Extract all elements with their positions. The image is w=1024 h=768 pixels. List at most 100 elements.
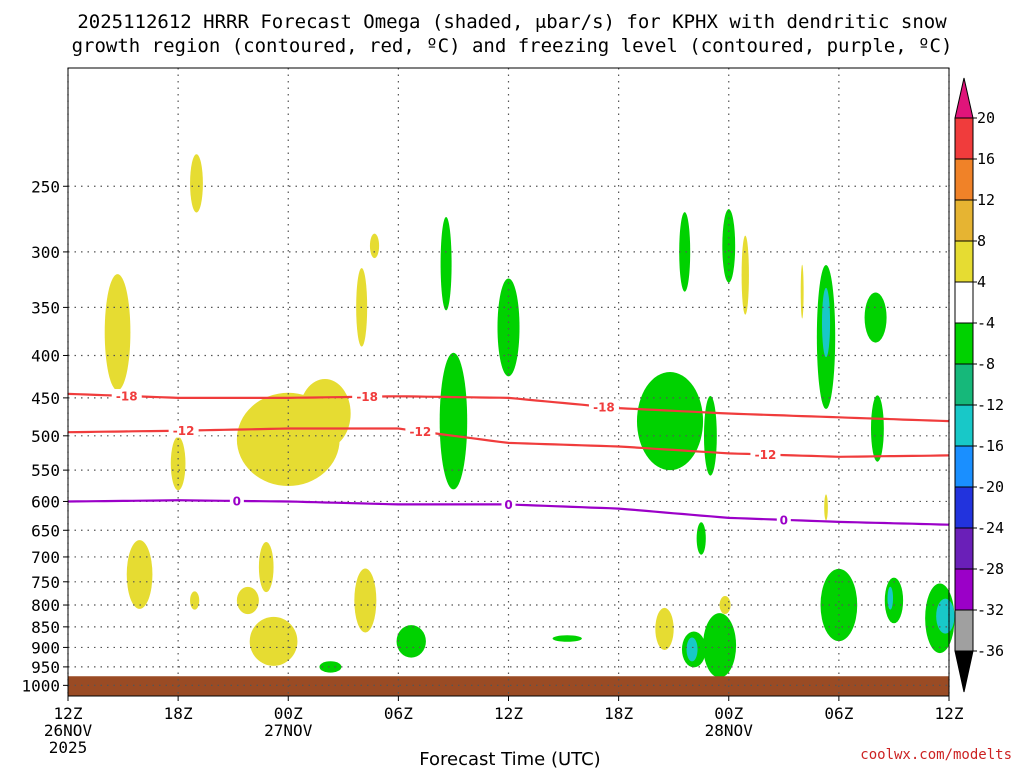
omega-region-10 (249, 616, 298, 666)
colorbar-bin-5 (954, 404, 974, 447)
x-tick-label-6: 18Z (164, 704, 193, 723)
contour-label-0-2: -18 (593, 400, 615, 414)
y-tick-label-400: 400 (31, 346, 60, 365)
y-tick-label-500: 500 (31, 427, 60, 446)
chart-title-line-2: growth region (contoured, red, ºC) and f… (72, 35, 953, 57)
contour-label-bg-0-0 (111, 389, 142, 404)
contour-label-2-2: 0 (780, 513, 788, 527)
x-tick-label-12: 00Z (274, 704, 303, 723)
colorbar-bin-3 (954, 486, 974, 529)
x-tick-sublabel-36-0: 28NOV (705, 721, 754, 740)
colorbar-label-7: -8 (977, 355, 995, 373)
omega-region-13 (655, 607, 674, 651)
omega-region-6 (369, 233, 380, 259)
omega-region-30 (396, 625, 426, 658)
omega-region-27 (864, 292, 887, 343)
x-tick-label-0: 12Z (54, 704, 83, 723)
omega-region-28 (870, 395, 884, 462)
chart-title-line-1: 2025112612 HRRR Forecast Omega (shaded, … (77, 11, 947, 33)
contour-label-bg-1-2 (750, 447, 781, 462)
contour-label-bg-2-0 (229, 493, 244, 508)
omega-region-0 (190, 154, 203, 213)
contour-label-bg-1-0 (168, 423, 199, 438)
x-tick-sublabel-0-0: 26NOV (44, 721, 93, 740)
omega-region-36 (820, 568, 858, 642)
omega-region-23 (703, 396, 717, 476)
x-tick-sublabel-0-1: 2025 (49, 738, 88, 757)
colorbar-bin-4 (954, 445, 974, 488)
colorbar-bin-8 (954, 281, 974, 324)
contour-line-1 (67, 427, 950, 458)
contour-label-bg-0-2 (588, 399, 619, 414)
y-tick-label-600: 600 (31, 492, 60, 511)
omega-colorbar: -36 -32 -28 -24 -20 -16 -12 -8 -4 4 8 12 16 20 (954, 77, 1004, 693)
colorbar-label-6: -12 (977, 396, 1004, 414)
y-tick-label-650: 650 (31, 521, 60, 540)
omega-region-19 (439, 352, 468, 490)
omega-region-37 (884, 577, 904, 624)
y-tick-label-550: 550 (31, 461, 60, 480)
omega-region-9 (236, 586, 259, 615)
colorbar-label-11: 12 (977, 191, 995, 209)
omega-region-22 (679, 212, 691, 292)
contour-label-bg-2-1 (501, 497, 516, 512)
omega-region-29 (696, 522, 706, 555)
omega-region-7 (126, 540, 153, 609)
omega-region-35 (703, 613, 737, 678)
colorbar-label-3: -24 (977, 519, 1004, 537)
omega-region-26 (821, 287, 831, 358)
contour-label-2-1: 0 (504, 498, 512, 512)
colorbar-bin-9 (954, 240, 974, 283)
colorbar-bin-11 (954, 158, 974, 201)
y-tick-label-700: 700 (31, 548, 60, 567)
omega-region-21 (636, 372, 704, 471)
omega-region-24 (722, 209, 736, 283)
omega-region-34 (686, 637, 698, 662)
omega-region-16 (800, 264, 804, 319)
y-tick-label-300: 300 (31, 243, 60, 262)
omega-region-12 (354, 568, 377, 633)
x-tick-label-48: 12Z (935, 704, 964, 723)
contour-layer: -18 -18 -18 -12 -12 -12 0 0 0 (67, 389, 950, 527)
contour-label-bg-2-2 (776, 512, 791, 527)
y-tick-label-850: 850 (31, 618, 60, 637)
x-axis-label: Forecast Time (UTC) (419, 749, 600, 768)
omega-region-17 (824, 494, 828, 521)
y-tick-label-250: 250 (31, 177, 60, 196)
omega-region-1 (104, 274, 131, 391)
colorbar-bottom-arrow (954, 650, 974, 693)
contour-label-2-0: 0 (233, 494, 241, 508)
omega-region-15 (741, 235, 749, 315)
contour-label-bg-0-1 (352, 389, 383, 404)
contour-label-1-1: -12 (410, 425, 432, 439)
colorbar-label-8: -4 (977, 314, 995, 332)
colorbar-label-13: 20 (977, 109, 995, 127)
omega-shading-layer (104, 154, 955, 678)
colorbar-bin-10 (954, 199, 974, 242)
contour-label-1-0: -12 (173, 424, 195, 438)
colorbar-label-5: -16 (977, 437, 1004, 455)
contour-label-1-2: -12 (755, 448, 777, 462)
omega-region-31 (319, 661, 342, 673)
y-tick-label-450: 450 (31, 389, 60, 408)
colorbar-label-4: -20 (977, 478, 1004, 496)
contour-label-0-1: -18 (356, 390, 378, 404)
omega-region-32 (552, 635, 582, 642)
colorbar-bin-7 (954, 322, 974, 365)
colorbar-bin-0 (954, 609, 974, 652)
x-tick-label-42: 06Z (824, 704, 853, 723)
omega-region-2 (170, 436, 186, 491)
colorbar-top-arrow (954, 77, 974, 119)
contour-label-0-0: -18 (116, 390, 138, 404)
omega-region-8 (190, 591, 200, 610)
x-tick-label-36: 00Z (714, 704, 743, 723)
colorbar-label-10: 8 (977, 232, 986, 250)
x-tick-label-18: 06Z (384, 704, 413, 723)
y-tick-label-900: 900 (31, 638, 60, 657)
omega-region-18 (440, 216, 452, 311)
omega-region-20 (497, 278, 520, 377)
pressure-axis: 2503003504004505005506006507007508008509… (21, 177, 68, 695)
colorbar-bin-6 (954, 363, 974, 406)
